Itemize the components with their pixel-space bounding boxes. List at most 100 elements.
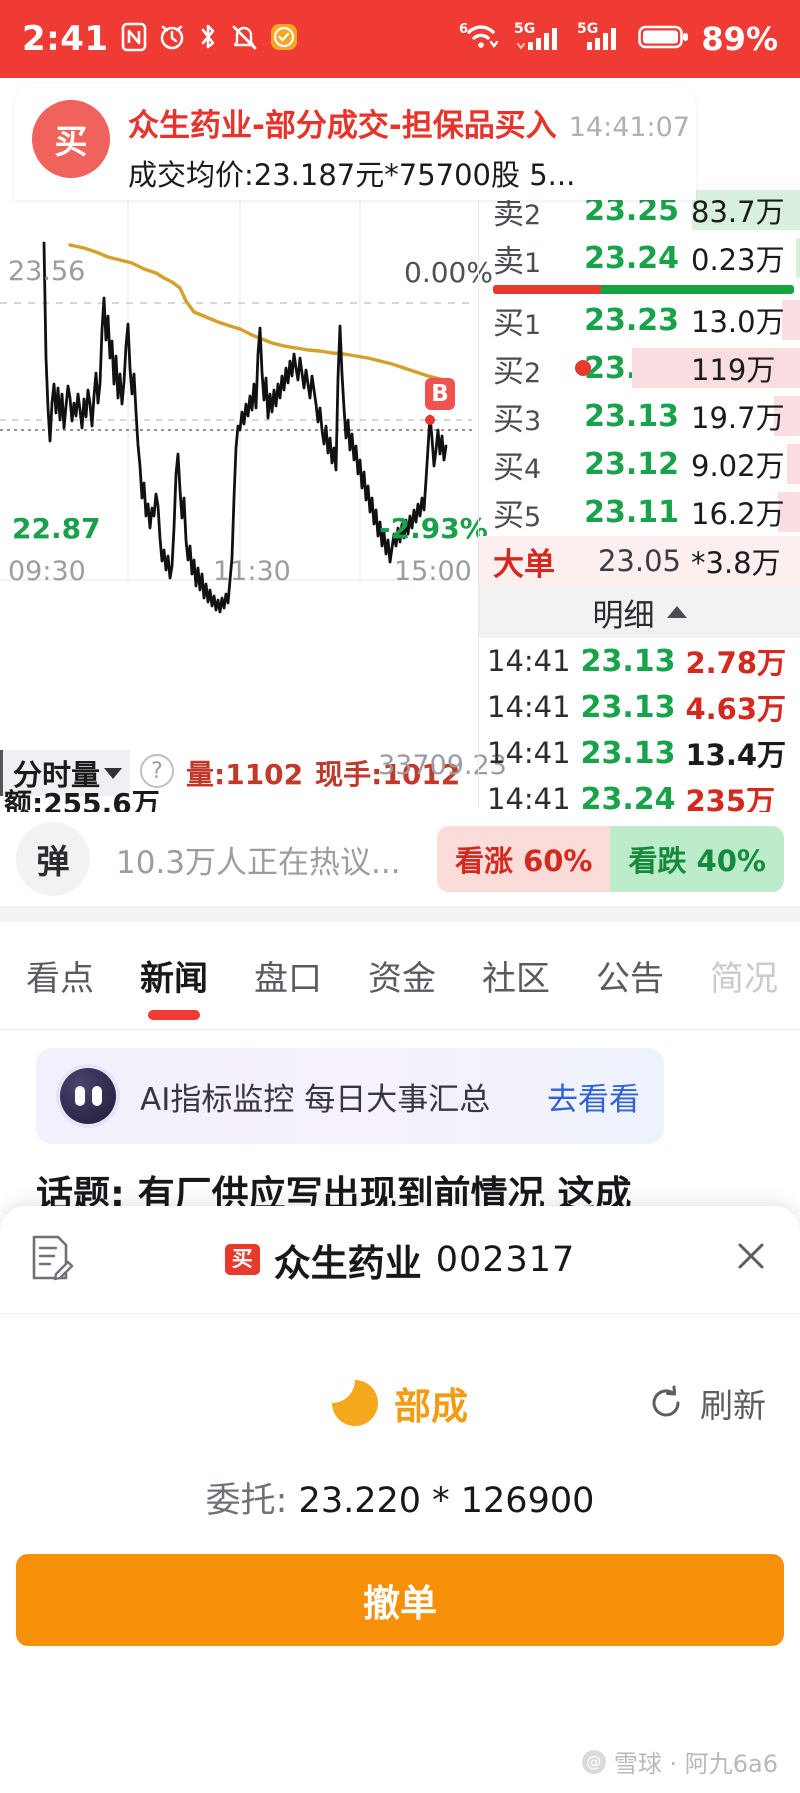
chart-time-mid: 11:30: [213, 556, 291, 587]
tab-pankou[interactable]: 盘口: [254, 959, 322, 999]
chart-pct-low: -2.93%: [379, 512, 488, 545]
nfc-icon: [121, 22, 147, 56]
tick-qty: 4.63万: [685, 692, 787, 726]
notification-banner[interactable]: 买 众生药业-部分成交-担保品买入 14:41:07 成交均价:23.187元*…: [14, 84, 696, 200]
order-book-depth-bar: [778, 492, 800, 532]
intraday-chart[interactable]: B: [0, 198, 472, 742]
wifi6-icon: 6: [459, 20, 505, 58]
entrust-row: 委托: 23.220 * 126900: [0, 1472, 800, 1523]
order-book-row-bid4[interactable]: 买4 23.12 9.02万: [479, 440, 800, 488]
tick-price: 23.13: [580, 643, 676, 679]
alarm-icon: [158, 22, 186, 56]
volume-value: 量:1102: [186, 758, 304, 791]
order-book-row-bid3[interactable]: 买3 23.13 19.7万: [479, 392, 800, 440]
volume-axis-max: 33709.23: [378, 750, 507, 781]
order-book-label: 买4: [493, 449, 542, 486]
refresh-icon: [652, 1385, 680, 1417]
order-book-qty: 0.23万: [691, 243, 785, 277]
discussion-strip[interactable]: 弹 10.3万人正在热议... 看涨 60% 看跌 40%: [0, 812, 800, 906]
tick-time: 14:41: [487, 736, 571, 770]
tick-qty: 13.4万: [685, 738, 787, 772]
detail-header[interactable]: 明细: [479, 586, 800, 638]
discussion-count-text: 10.3万人正在热议...: [116, 844, 401, 881]
chevron-down-icon: [104, 767, 123, 779]
order-book-row-bid2[interactable]: 买2 23.22 119万: [479, 344, 800, 392]
tab-jiankuang[interactable]: 简况: [710, 959, 778, 999]
order-book-row-ask1[interactable]: 卖1 23.24 0.23万: [479, 234, 800, 282]
svg-text:5G: 5G: [514, 21, 535, 37]
current-hand-value: 现手:1012: [315, 758, 461, 791]
news-headline-clipped[interactable]: 话题: 有厂供应写出现到前情况 这成: [36, 1173, 632, 1210]
partial-fill-pie-icon: [332, 1380, 378, 1426]
big-order-row[interactable]: 大单 23.05 *3.8万: [479, 536, 800, 586]
tab-gonggao[interactable]: 公告: [596, 959, 664, 999]
mute-icon: [230, 22, 258, 56]
ai-eye-left: [74, 1086, 85, 1106]
chart-price-high: 23.56: [8, 256, 86, 287]
svg-text:6: 6: [459, 22, 468, 37]
big-order-price: 23.05: [597, 544, 681, 578]
notification-avatar: 买: [32, 100, 110, 178]
order-book-price: 23.11: [584, 494, 679, 530]
tab-zijin[interactable]: 资金: [368, 959, 436, 999]
bearish-button[interactable]: 看跌 40%: [610, 826, 784, 892]
order-book-qty: 83.7万: [691, 195, 785, 229]
chart-price-low: 22.87: [12, 512, 101, 545]
close-icon[interactable]: [730, 1235, 772, 1284]
notification-title: 众生药业-部分成交-担保品买入: [128, 108, 557, 144]
order-doc-icon[interactable]: [28, 1234, 74, 1286]
cancel-order-button[interactable]: 撤单: [16, 1554, 784, 1646]
bluetooth-icon: [197, 22, 219, 56]
tick-row[interactable]: 14:41 23.13 2.78万: [479, 638, 800, 684]
sentiment-bar: 看涨 60% 看跌 40%: [436, 826, 784, 892]
refresh-button[interactable]: 刷新: [646, 1379, 766, 1427]
tick-time: 14:41: [487, 644, 571, 678]
order-book-qty: 9.02万: [691, 449, 785, 483]
help-icon[interactable]: ?: [140, 754, 175, 788]
tab-shequ[interactable]: 社区: [482, 959, 550, 999]
watermark-text: 雪球 · 阿九6a6: [613, 1750, 778, 1778]
notification-body: 众生药业-部分成交-担保品买入 14:41:07 成交均价:23.187元*75…: [128, 100, 690, 194]
status-bar: 2:41 6: [0, 0, 800, 78]
ai-banner-cta[interactable]: 去看看: [547, 1081, 640, 1118]
notification-subtitle: 成交均价:23.187元*75700股 5...: [128, 158, 576, 192]
volume-indicator-label: 分时量: [13, 758, 101, 792]
order-book-qty: 19.7万: [691, 401, 785, 435]
chart-time-left: 09:30: [8, 556, 86, 587]
ai-eye-right: [91, 1086, 102, 1106]
chart-time-right: 15:00: [394, 556, 472, 587]
tick-price: 23.24: [580, 781, 676, 817]
danmaku-toggle-icon[interactable]: 弹: [16, 822, 90, 896]
ratio-sell-segment: [493, 284, 602, 294]
5g-signal-icon: 5G: [514, 20, 568, 58]
tick-qty: 2.78万: [685, 646, 787, 680]
order-book-depth-bar: [632, 348, 800, 388]
order-book-row-bid5[interactable]: 买5 23.11 16.2万: [479, 488, 800, 536]
status-bar-right-icons: 6 5G 5G: [459, 20, 778, 58]
order-sheet-header: 买 众生药业 002317: [0, 1206, 800, 1314]
order-book-depth-bar: [796, 238, 800, 278]
order-book-qty: 119万: [691, 353, 776, 387]
bullish-button[interactable]: 看涨 60%: [436, 826, 611, 892]
order-book-depth-bar: [787, 444, 800, 484]
section-divider: [0, 906, 800, 922]
volume-info-strip: 分时量 ? 量:1102 现手:1012 33709.23 额:255.6万: [0, 748, 507, 820]
ai-robot-icon: [60, 1068, 116, 1124]
chevron-up-icon: [666, 606, 687, 618]
volume-indicator-selector[interactable]: 分时量: [0, 750, 131, 796]
stock-name: 众生药业: [273, 1241, 422, 1285]
buy-chip: 买: [224, 1244, 260, 1275]
tab-news[interactable]: 新闻: [140, 951, 208, 1020]
tab-kandian[interactable]: 看点: [26, 959, 94, 999]
content-tab-bar: 看点 新闻 盘口 资金 社区 公告 简况: [0, 922, 800, 1030]
order-book-label: 卖1: [493, 243, 542, 280]
big-order-label: 大单: [493, 546, 555, 583]
ai-monitor-banner[interactable]: AI指标监控 每日大事汇总 去看看: [36, 1048, 664, 1144]
order-status-text: 部成: [394, 1385, 468, 1428]
order-book-label: 买2: [493, 353, 542, 390]
order-book-label: 买1: [493, 305, 542, 342]
tick-price: 23.13: [580, 735, 676, 771]
order-book-row-bid1[interactable]: 买1 23.23 13.0万: [479, 296, 800, 344]
tick-row[interactable]: 14:41 23.13 4.63万: [479, 684, 800, 730]
tick-row[interactable]: 14:41 23.13 13.4万: [479, 730, 800, 776]
